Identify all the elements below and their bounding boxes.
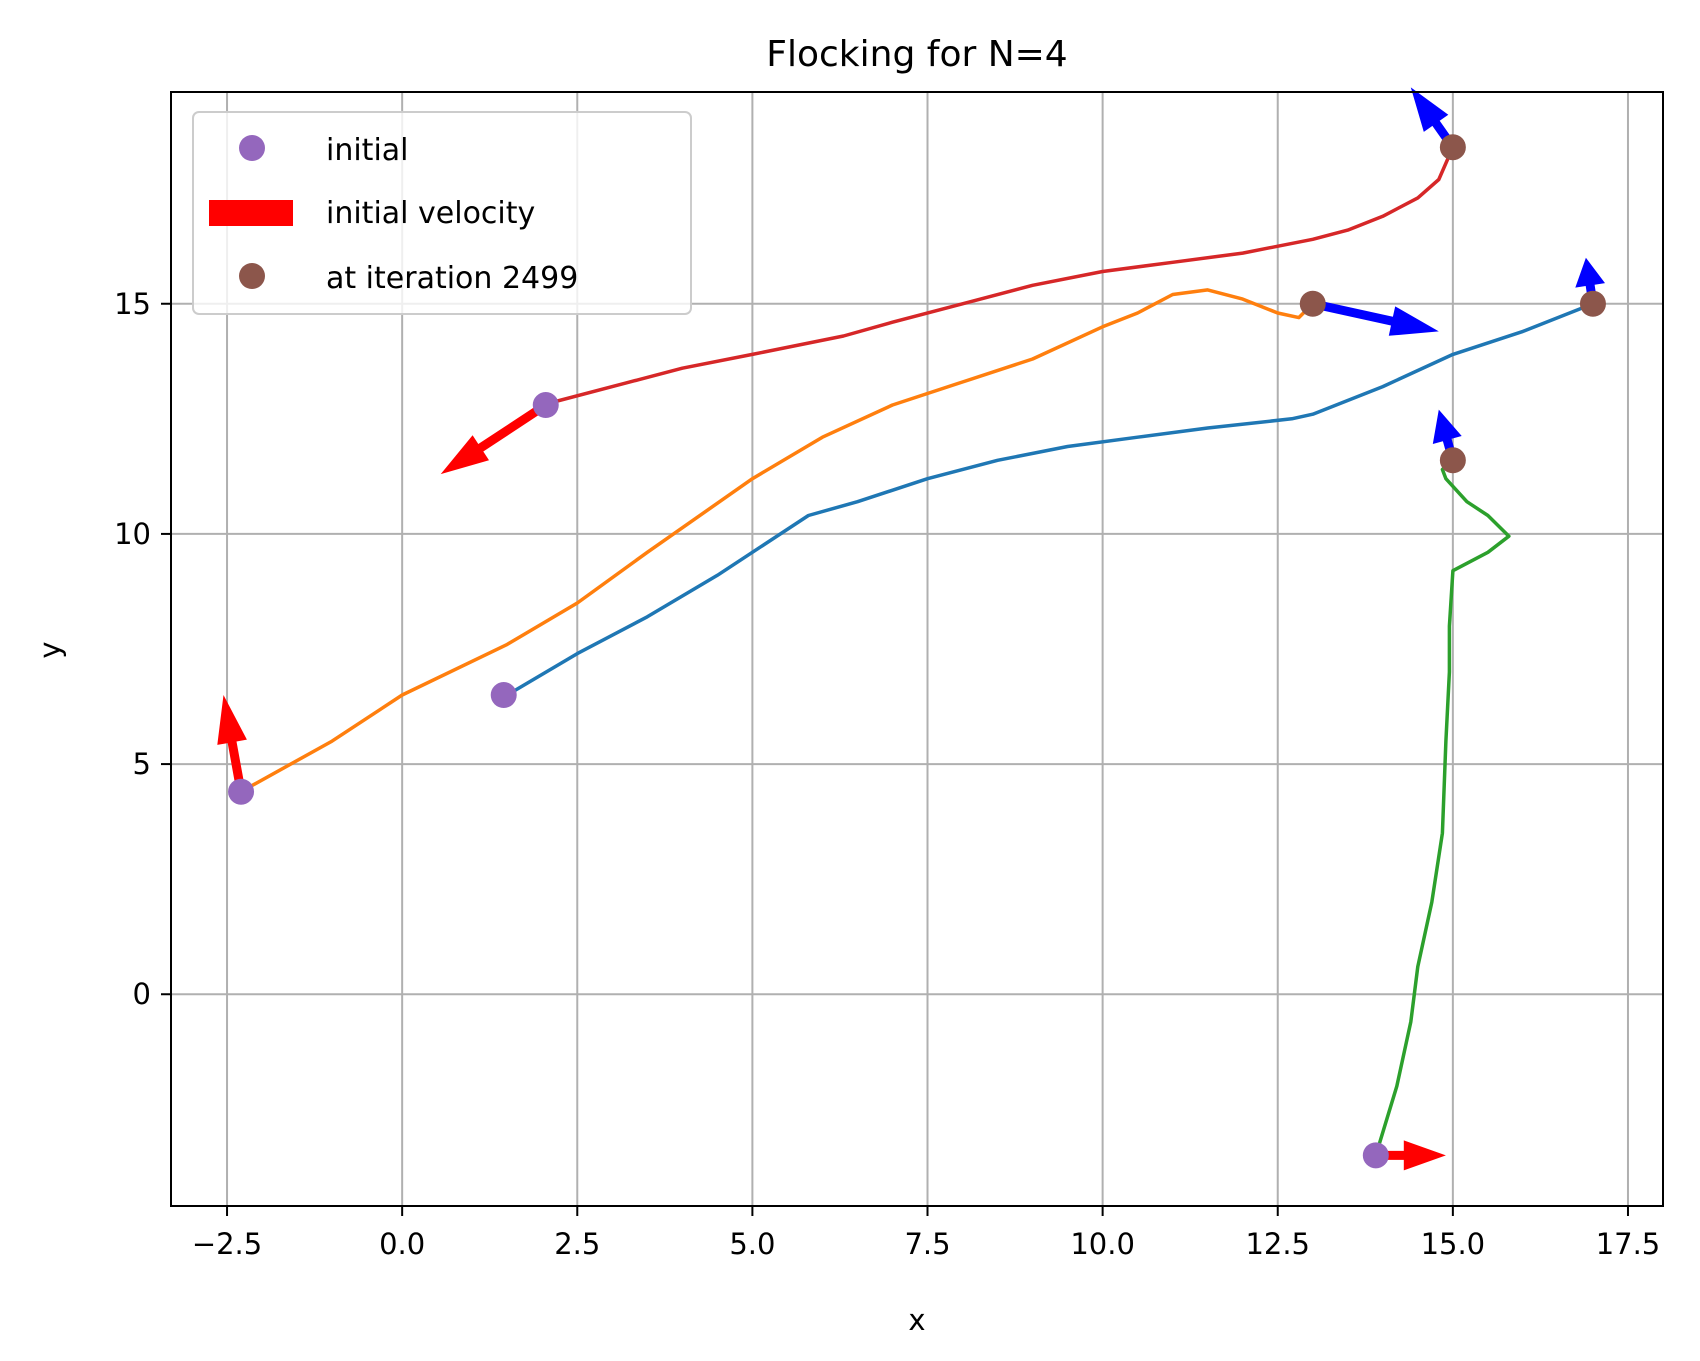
initial-point-marker	[532, 392, 559, 419]
initial-velocity-arrow	[440, 401, 549, 475]
x-tick-label: 0.0	[379, 1227, 425, 1261]
initial-point-marker	[228, 778, 255, 805]
final-point-marker	[1439, 447, 1466, 474]
trajectory-line-1	[505, 302, 1595, 697]
series-layer	[239, 145, 1595, 1158]
legend-final-marker	[239, 263, 265, 289]
x-tick-label: 12.5	[1245, 1227, 1310, 1261]
x-tick-label: 7.5	[904, 1227, 950, 1261]
x-tick-label: −2.5	[192, 1227, 262, 1261]
chart-title: Flocking for N=4	[766, 34, 1067, 75]
x-tick-label: 17.5	[1596, 1227, 1661, 1261]
final-velocity-arrow	[1311, 299, 1439, 336]
y-tick-label: 10	[114, 517, 151, 551]
legend-velocity-swatch	[209, 200, 293, 226]
marker-layer	[228, 134, 1606, 1169]
x-tick-label: 5.0	[729, 1227, 775, 1261]
trajectory-line-3	[1374, 458, 1511, 1158]
y-tick-label: 0	[133, 977, 151, 1011]
initial-point-marker	[490, 682, 517, 709]
final-point-marker	[1439, 134, 1466, 161]
initial-velocity-arrow	[217, 695, 247, 793]
y-tick-label: 5	[133, 747, 151, 781]
final-velocity-arrow	[1432, 409, 1462, 462]
x-tick-label: 15.0	[1421, 1227, 1486, 1261]
final-point-marker	[1579, 290, 1606, 317]
axis-ticks: −2.5 0.0 2.5 5.0 7.5 10.0 12.5 15.0 17.5 0 5 10 15	[114, 287, 1660, 1261]
x-tick-label: 2.5	[554, 1227, 600, 1261]
x-axis-label: x	[908, 1303, 925, 1337]
trajectory-line-2	[239, 288, 1315, 794]
legend-initial-marker	[239, 135, 265, 161]
final-velocity-arrow	[1410, 87, 1457, 150]
legend-final-label: at iteration 2499	[326, 261, 578, 296]
arrow-layer	[217, 87, 1605, 1171]
legend: initial initial velocity at iteration 24…	[192, 111, 692, 315]
plot-frame	[170, 91, 1664, 1207]
legend-initial-label: initial	[326, 133, 409, 168]
trajectory-line-4	[540, 145, 1455, 407]
y-axis-label: y	[33, 641, 67, 658]
initial-velocity-arrow	[1375, 1140, 1446, 1171]
legend-velocity-label: initial velocity	[326, 196, 535, 231]
y-tick-label: 15	[114, 287, 151, 321]
legend-box	[192, 111, 692, 315]
final-velocity-arrow	[1575, 257, 1605, 305]
x-tick-label: 10.0	[1070, 1227, 1135, 1261]
final-point-marker	[1299, 290, 1326, 317]
initial-point-marker	[1362, 1142, 1389, 1169]
